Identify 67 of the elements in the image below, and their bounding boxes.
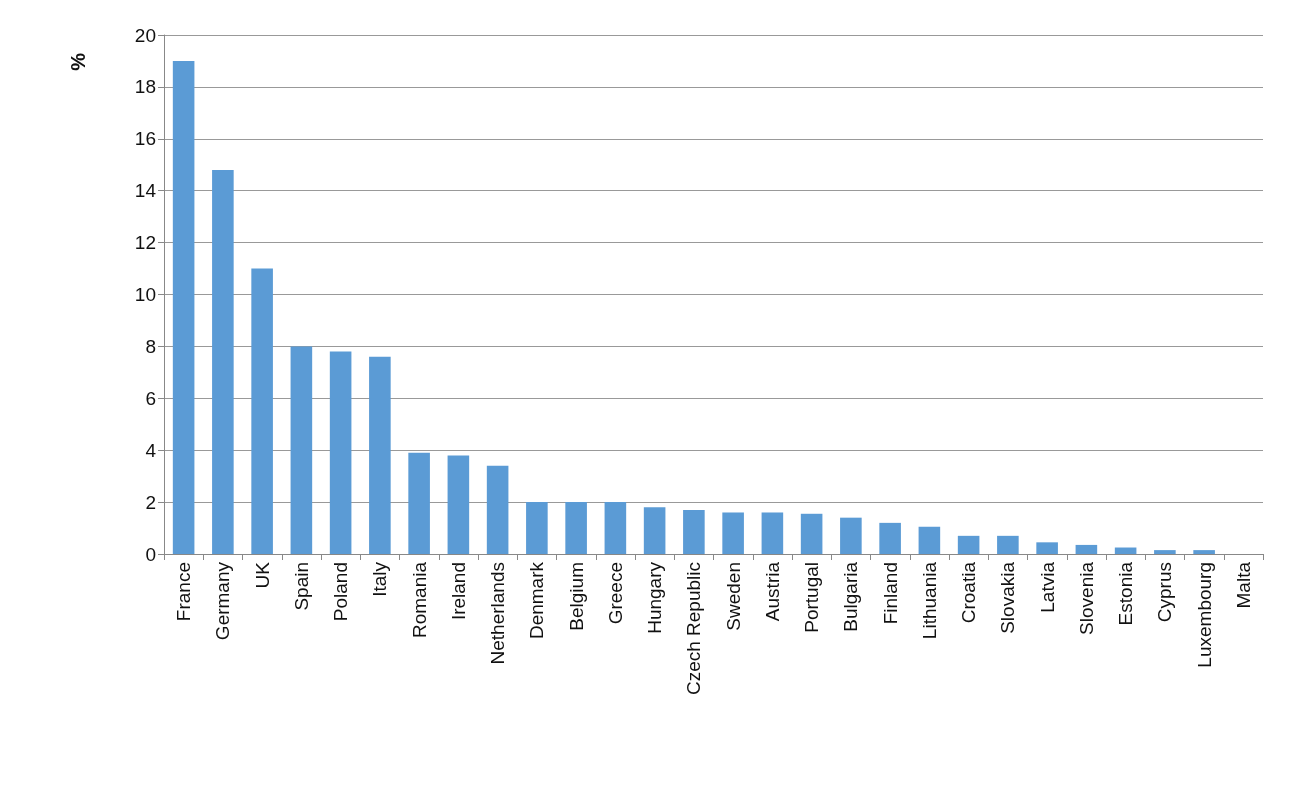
x-tick-label: Austria: [761, 561, 783, 622]
bar: [879, 522, 901, 554]
bar: [997, 535, 1019, 554]
x-tick-label: Estonia: [1115, 561, 1137, 626]
bar: [172, 60, 195, 554]
bar: [957, 535, 980, 554]
x-tick-label: Ireland: [447, 562, 469, 621]
y-tick-label: 16: [134, 128, 156, 150]
bar: [604, 502, 627, 554]
bar: [329, 351, 352, 554]
y-tick-label: 4: [145, 439, 157, 461]
y-tick-label: 8: [145, 335, 156, 357]
x-tick-label: Croatia: [958, 561, 980, 624]
x-tick-label: France: [173, 562, 195, 622]
bar: [683, 509, 705, 554]
x-tick-label: Cyprus: [1154, 562, 1176, 623]
bar: [918, 526, 941, 554]
y-tick-label: 20: [134, 24, 156, 46]
bar: [526, 502, 548, 554]
bar: [840, 517, 862, 554]
x-tick-label: Czech Republic: [683, 562, 705, 696]
x-tick-label: Sweden: [722, 562, 744, 631]
bar: [800, 513, 823, 554]
y-tick-label: 10: [134, 284, 156, 305]
bar: [1036, 542, 1058, 554]
bar: [565, 502, 587, 554]
bar: [447, 455, 470, 554]
x-tick-label: Netherlands: [487, 562, 509, 665]
x-tick-label: Lithuania: [918, 561, 940, 640]
x-tick-label: Italy: [369, 561, 391, 597]
bar: [369, 356, 391, 554]
bar: [1193, 550, 1215, 554]
bar: [408, 452, 430, 554]
x-tick-label: Poland: [330, 562, 352, 622]
bar: [643, 507, 666, 554]
bar: [761, 512, 784, 554]
x-tick-label: Portugal: [801, 562, 823, 633]
x-tick-label: Hungary: [644, 561, 666, 634]
x-tick-label: Finland: [879, 562, 901, 625]
x-tick-label: Germany: [212, 561, 234, 641]
bar: [722, 512, 744, 554]
x-tick-label: Slovenia: [1075, 561, 1097, 635]
y-tick-label: 0: [145, 543, 156, 565]
y-tick-label: 12: [134, 232, 156, 254]
y-tick-label: 2: [145, 491, 156, 513]
x-tick-label: Denmark: [526, 561, 548, 640]
x-tick-label: Spain: [290, 562, 312, 611]
x-tick-label: Bulgaria: [840, 561, 862, 632]
y-axis-title: %: [67, 52, 89, 71]
bar: [1154, 550, 1176, 554]
bar: [486, 465, 509, 554]
bar: [1114, 547, 1137, 554]
x-tick-label: Slovakia: [997, 561, 1019, 634]
x-tick-label: Belgium: [565, 562, 587, 631]
bar: [251, 268, 273, 554]
x-tick-label: Luxembourg: [1193, 562, 1215, 668]
x-tick-label: Romania: [408, 561, 430, 639]
y-tick-label: 6: [145, 387, 156, 409]
bar: [1075, 544, 1098, 554]
bar: [212, 169, 234, 554]
y-tick-label: 14: [134, 180, 157, 202]
x-tick-label: Greece: [604, 562, 626, 625]
bar: [290, 346, 313, 554]
x-tick-label: Malta: [1232, 561, 1254, 609]
x-tick-label: Latvia: [1036, 561, 1058, 613]
x-tick-label: UK: [251, 561, 273, 589]
y-tick-label: 18: [134, 76, 156, 98]
